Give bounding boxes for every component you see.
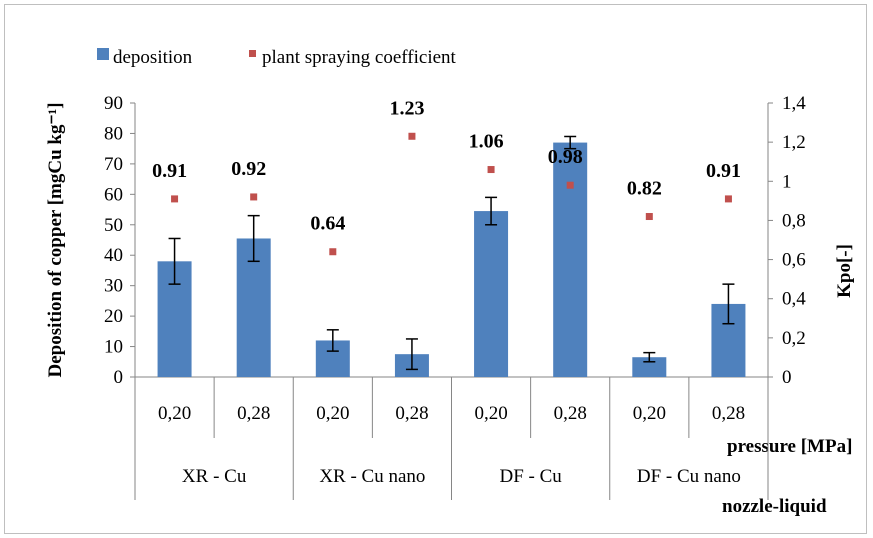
y-right-tick-label: 1,2 xyxy=(782,132,806,153)
coefficient-data-label: 1.06 xyxy=(469,131,504,153)
x-categories-layer: 0,20 0,28 0,20 0,28 0,20 0,28 0,20 0,28 XR - Cu X… xyxy=(158,403,745,487)
y-right-tick-label: 1,4 xyxy=(782,93,806,114)
y-right-tick-label: 0 xyxy=(782,367,792,388)
y-left-tick-label: 80 xyxy=(104,123,123,144)
y-right-tick-label: 0,6 xyxy=(782,250,806,271)
y-left-tick-label: 90 xyxy=(104,93,123,114)
y-right-axis-title: Kpo[-] xyxy=(834,244,855,298)
y-right-tick-label: 1 xyxy=(782,171,792,192)
deposition-bar xyxy=(553,142,588,377)
x-pressure-label: 0,20 xyxy=(316,403,349,424)
x-pressure-label: 0,20 xyxy=(474,403,507,424)
coefficient-point xyxy=(329,248,337,256)
coefficient-data-label: 0.92 xyxy=(231,158,266,180)
axes: 0 10 20 30 40 50 60 70 80 90 0 0,2 0,4 0,6 0,8 1 1,2 1,4 xyxy=(104,93,806,500)
x-pressure-label: 0,28 xyxy=(237,403,270,424)
x-group-label: DF - Cu nano xyxy=(637,466,741,487)
coefficient-data-label: 1.23 xyxy=(389,97,424,119)
legend-deposition-label: deposition xyxy=(113,47,193,68)
coefficient-point xyxy=(645,213,653,221)
y-right-tick-label: 0,4 xyxy=(782,289,806,310)
y-right-tick-label: 0,2 xyxy=(782,328,806,349)
data-labels-layer: 0.91 0.92 0.64 1.23 1.06 0.98 0.82 0.91 xyxy=(152,97,741,234)
y-left-tick-label: 30 xyxy=(104,276,123,297)
x-pressure-label: 0,28 xyxy=(554,403,587,424)
x-group-label: DF - Cu xyxy=(499,466,562,487)
x-pressure-label: 0,20 xyxy=(158,403,191,424)
chart-frame xyxy=(4,4,867,534)
y-left-tick-label: 0 xyxy=(114,367,124,388)
x-group-title: nozzle-liquid xyxy=(722,496,827,517)
y-right-tick-label: 0,8 xyxy=(782,210,806,231)
coefficient-data-label: 0.91 xyxy=(152,160,187,182)
y-left-tick-label: 10 xyxy=(104,337,123,358)
x-group-label: XR - Cu xyxy=(182,466,247,487)
deposition-bar xyxy=(632,357,667,377)
y-left-tick-label: 60 xyxy=(104,184,123,205)
y-left-tick-label: 70 xyxy=(104,154,123,175)
coefficient-point xyxy=(487,166,495,174)
legend: deposition plant spraying coefficient xyxy=(97,47,457,68)
points-layer xyxy=(171,132,732,256)
x-group-label: XR - Cu nano xyxy=(319,466,425,487)
deposition-bar xyxy=(474,211,509,377)
x-pressure-label: 0,28 xyxy=(395,403,428,424)
x-pressure-title: pressure [MPa] xyxy=(727,436,852,457)
error-bars-layer xyxy=(168,135,735,371)
coefficient-data-label: 0.98 xyxy=(548,146,583,168)
coefficient-data-label: 0.82 xyxy=(627,178,662,200)
coefficient-point xyxy=(724,195,732,203)
coefficient-point xyxy=(566,181,574,189)
y-left-tick-label: 20 xyxy=(104,306,123,327)
coefficient-data-label: 0.64 xyxy=(310,213,345,235)
legend-coefficient-label: plant spraying coefficient xyxy=(262,47,457,68)
coefficient-point xyxy=(250,193,258,201)
coefficient-point xyxy=(171,195,179,203)
y-left-axis-title: Deposition of copper [mgCu kg⁻¹] xyxy=(45,102,66,377)
legend-coefficient-swatch xyxy=(249,50,256,57)
y-left-tick-label: 40 xyxy=(104,245,123,266)
legend-deposition-swatch xyxy=(97,48,109,60)
x-pressure-label: 0,28 xyxy=(712,403,745,424)
coefficient-data-label: 0.91 xyxy=(706,160,741,182)
y-left-tick-label: 50 xyxy=(104,215,123,236)
bars-layer xyxy=(157,142,746,377)
coefficient-point xyxy=(408,132,416,140)
x-pressure-label: 0,20 xyxy=(633,403,666,424)
